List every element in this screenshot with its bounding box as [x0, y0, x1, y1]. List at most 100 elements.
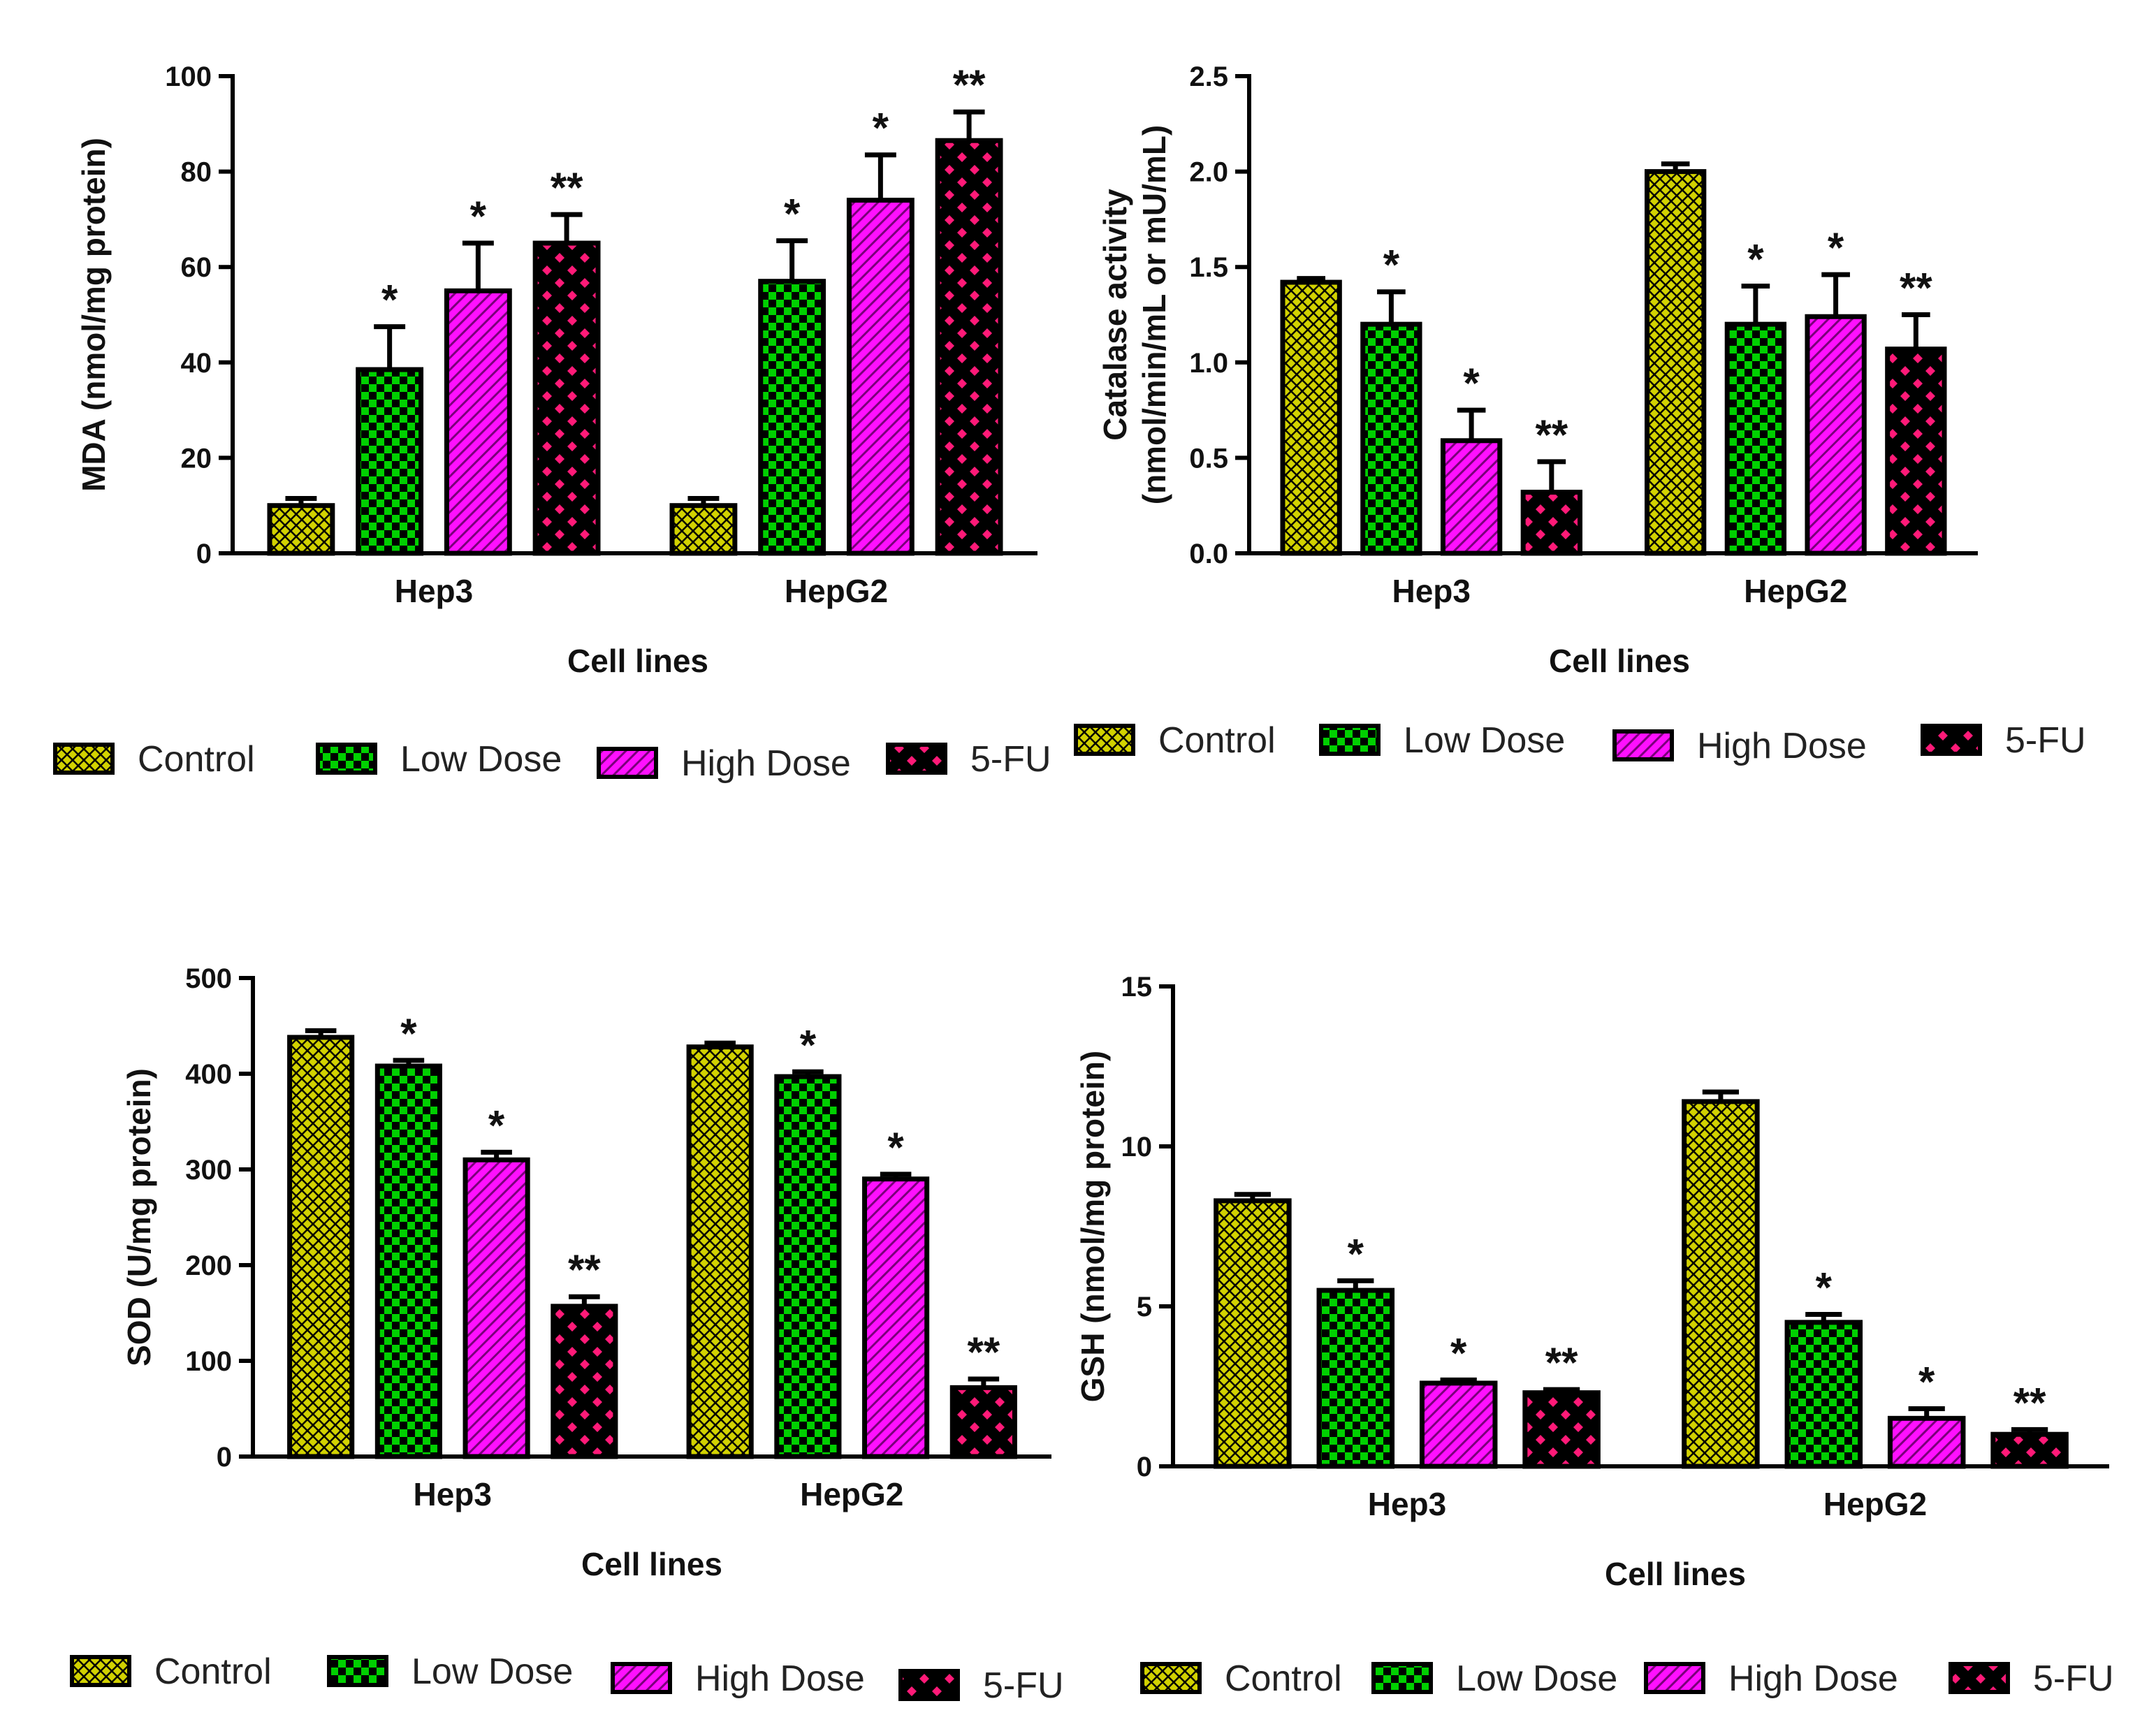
- bar-control-hep3: [287, 1035, 355, 1459]
- bar-high-dose-hep3: [462, 1157, 530, 1459]
- legend-swatch: [1140, 1662, 1202, 1694]
- bar-5-fu-hepg2: [1990, 1431, 2069, 1469]
- y-axis-label: MDA (nmol/mg protein): [75, 138, 112, 492]
- x-tick-label: HepG2: [1744, 573, 1847, 609]
- y-tick-label: 200: [185, 1250, 232, 1281]
- significance-label: *: [1816, 1264, 1833, 1311]
- significance-label: *: [800, 1021, 817, 1068]
- legend-label: Low Dose: [400, 739, 562, 780]
- bar-low-dose-hep3: [1316, 1287, 1395, 1469]
- significance-label: **: [568, 1246, 601, 1293]
- x-axis-label: Cell lines: [581, 1546, 722, 1582]
- legend-swatch: [611, 1662, 672, 1694]
- legend: Control Low Dose High Dose 5-FU: [1074, 720, 2086, 766]
- x-tick-label: Hep3: [1368, 1486, 1446, 1522]
- legend-item: High Dose: [1644, 1658, 1898, 1699]
- y-tick-label: 400: [185, 1059, 232, 1090]
- y-tick-label: 40: [181, 348, 212, 379]
- bar-5-fu-hepg2: [1885, 346, 1947, 556]
- legend-swatch: [1644, 1662, 1705, 1694]
- y-tick-label: 100: [165, 61, 212, 92]
- legend-item: Control: [70, 1651, 272, 1692]
- legend-item: High Dose: [611, 1658, 865, 1699]
- bar-5-fu-hepg2: [949, 1385, 1017, 1459]
- legend: Control Low Dose High Dose 5-FU: [1140, 1658, 2114, 1699]
- y-tick-label: 2.0: [1189, 157, 1228, 188]
- significance-label: *: [1383, 242, 1400, 289]
- legend-item: Low Dose: [1371, 1658, 1617, 1699]
- y-tick-label: 100: [185, 1346, 232, 1377]
- y-tick-label: 1.5: [1189, 252, 1228, 283]
- x-tick-label: HepG2: [800, 1476, 903, 1512]
- legend-item: High Dose: [597, 743, 851, 784]
- bar-control-hep3: [1214, 1198, 1292, 1469]
- significance-label: *: [1348, 1230, 1364, 1277]
- bar-low-dose-hep3: [1360, 321, 1422, 556]
- legend-label: Low Dose: [411, 1651, 573, 1692]
- bar-5-fu-hepg2: [935, 138, 1003, 556]
- bar-control-hepg2: [1644, 169, 1707, 556]
- significance-label: *: [1747, 236, 1764, 283]
- y-axis-label: (nmol/min/mL or mU/mL): [1136, 125, 1172, 505]
- bar-control-hepg2: [669, 503, 738, 556]
- significance-label: **: [2013, 1379, 2046, 1426]
- bar-high-dose-hepg2: [1887, 1415, 1966, 1469]
- significance-label: *: [400, 1010, 417, 1057]
- significance-label: *: [381, 277, 398, 323]
- legend-label: Low Dose: [1456, 1658, 1617, 1699]
- y-tick-label: 1.0: [1189, 348, 1228, 379]
- legend-swatch: [316, 743, 377, 775]
- legend-swatch: [1949, 1662, 2010, 1694]
- significance-label: **: [1545, 1339, 1578, 1386]
- y-tick-label: 300: [185, 1155, 232, 1186]
- legend-label: Low Dose: [1404, 720, 1565, 761]
- y-axis-label: GSH (nmol/mg protein): [1075, 1051, 1111, 1402]
- significance-label: *: [1450, 1329, 1467, 1376]
- legend-item: Low Dose: [316, 739, 562, 780]
- y-tick-label: 0.0: [1189, 539, 1228, 569]
- legend-swatch: [1319, 724, 1381, 756]
- y-tick-label: 0: [196, 539, 212, 569]
- x-axis-label: Cell lines: [1549, 643, 1690, 679]
- bar-high-dose-hep3: [1440, 438, 1503, 556]
- significance-label: **: [967, 1329, 1000, 1376]
- legend-label: High Dose: [681, 743, 851, 784]
- legend-item: High Dose: [1612, 726, 1867, 766]
- bar-5-fu-hep3: [1522, 1390, 1601, 1469]
- legend-label: 5-FU: [2033, 1658, 2114, 1699]
- y-tick-label: 60: [181, 252, 212, 283]
- legend-label: 5-FU: [983, 1665, 1064, 1706]
- legend-swatch: [1921, 724, 1982, 756]
- significance-label: *: [1463, 360, 1480, 407]
- legend-label: High Dose: [1697, 726, 1867, 766]
- bar-control-hep3: [267, 503, 335, 556]
- legend-swatch: [327, 1655, 388, 1687]
- legend-label: 5-FU: [970, 739, 1051, 780]
- bar-low-dose-hepg2: [758, 279, 826, 556]
- legend-item: 5-FU: [1949, 1658, 2114, 1699]
- legend-swatch: [1612, 729, 1674, 761]
- significance-label: **: [953, 61, 986, 108]
- legend-item: 5-FU: [898, 1665, 1064, 1706]
- y-tick-label: 0: [1137, 1452, 1152, 1482]
- legend-label: High Dose: [1728, 1658, 1898, 1699]
- y-tick-label: 0.5: [1189, 443, 1228, 474]
- bar-low-dose-hep3: [374, 1063, 442, 1459]
- y-tick-label: 20: [181, 443, 212, 474]
- y-tick-label: 2.5: [1189, 61, 1228, 92]
- legend-label: Control: [1225, 1658, 1342, 1699]
- significance-label: *: [470, 193, 487, 240]
- chart-panel-2: ****Hep3* ***HepG20.00.51.01.52.02.5Catal…: [1074, 61, 2086, 766]
- legend: Control Low Dose High Dose 5-FU: [53, 739, 1051, 784]
- legend-swatch: [898, 1669, 960, 1701]
- y-axis-label: SOD (U/mg protein): [121, 1068, 157, 1366]
- x-tick-label: Hep3: [395, 573, 473, 609]
- legend-item: 5-FU: [1921, 720, 2086, 761]
- bar-high-dose-hepg2: [862, 1176, 930, 1459]
- bar-high-dose-hep3: [1419, 1380, 1498, 1469]
- x-tick-label: Hep3: [414, 1476, 492, 1512]
- legend-item: 5-FU: [886, 739, 1051, 780]
